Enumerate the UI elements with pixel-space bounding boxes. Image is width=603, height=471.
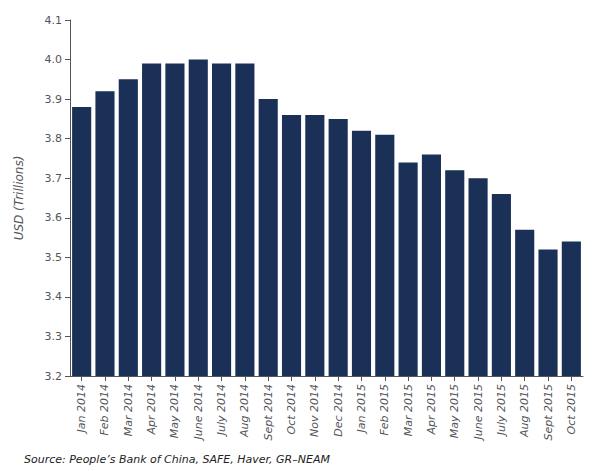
- svg-text:July 2014: July 2014: [215, 384, 228, 437]
- svg-text:USD (Trillions): USD (Trillions): [12, 156, 26, 241]
- svg-text:Apr 2015: Apr 2015: [425, 384, 438, 436]
- svg-text:Mar 2014: Mar 2014: [122, 384, 135, 436]
- svg-text:4.1: 4.1: [45, 14, 63, 27]
- svg-text:Apr 2014: Apr 2014: [145, 384, 158, 436]
- svg-text:3.8: 3.8: [45, 132, 63, 145]
- svg-text:Mar 2015: Mar 2015: [402, 384, 415, 436]
- svg-text:Sept 2014: Sept 2014: [262, 384, 275, 441]
- svg-text:Feb 2014: Feb 2014: [98, 384, 111, 436]
- svg-text:3.5: 3.5: [45, 251, 63, 264]
- svg-text:3.7: 3.7: [45, 172, 63, 185]
- svg-text:Aug 2014: Aug 2014: [238, 384, 251, 438]
- svg-text:3.2: 3.2: [45, 370, 63, 383]
- svg-text:May 2015: May 2015: [448, 384, 461, 438]
- svg-text:Aug 2015: Aug 2015: [518, 384, 531, 438]
- svg-text:June 2014: June 2014: [192, 384, 205, 441]
- svg-text:Nov 2014: Nov 2014: [308, 384, 321, 437]
- svg-text:Jan 2015: Jan 2015: [355, 384, 368, 434]
- svg-text:Oct 2015: Oct 2015: [565, 384, 578, 435]
- svg-text:Feb 2015: Feb 2015: [378, 384, 391, 436]
- svg-text:June 2015: June 2015: [472, 384, 485, 441]
- svg-text:3.6: 3.6: [45, 211, 63, 224]
- svg-text:July 2015: July 2015: [495, 384, 508, 437]
- svg-text:3.9: 3.9: [45, 93, 63, 106]
- svg-text:3.3: 3.3: [45, 330, 63, 343]
- svg-text:May 2014: May 2014: [168, 384, 181, 438]
- svg-text:Sept 2015: Sept 2015: [542, 384, 555, 441]
- svg-text:Dec 2014: Dec 2014: [332, 384, 345, 437]
- svg-text:Source: People’s Bank of China: Source: People’s Bank of China, SAFE, Ha…: [24, 453, 330, 466]
- svg-text:Jan 2014: Jan 2014: [75, 384, 88, 434]
- svg-text:Oct 2014: Oct 2014: [285, 384, 298, 435]
- svg-text:4.0: 4.0: [45, 53, 63, 66]
- svg-text:3.4: 3.4: [45, 290, 63, 303]
